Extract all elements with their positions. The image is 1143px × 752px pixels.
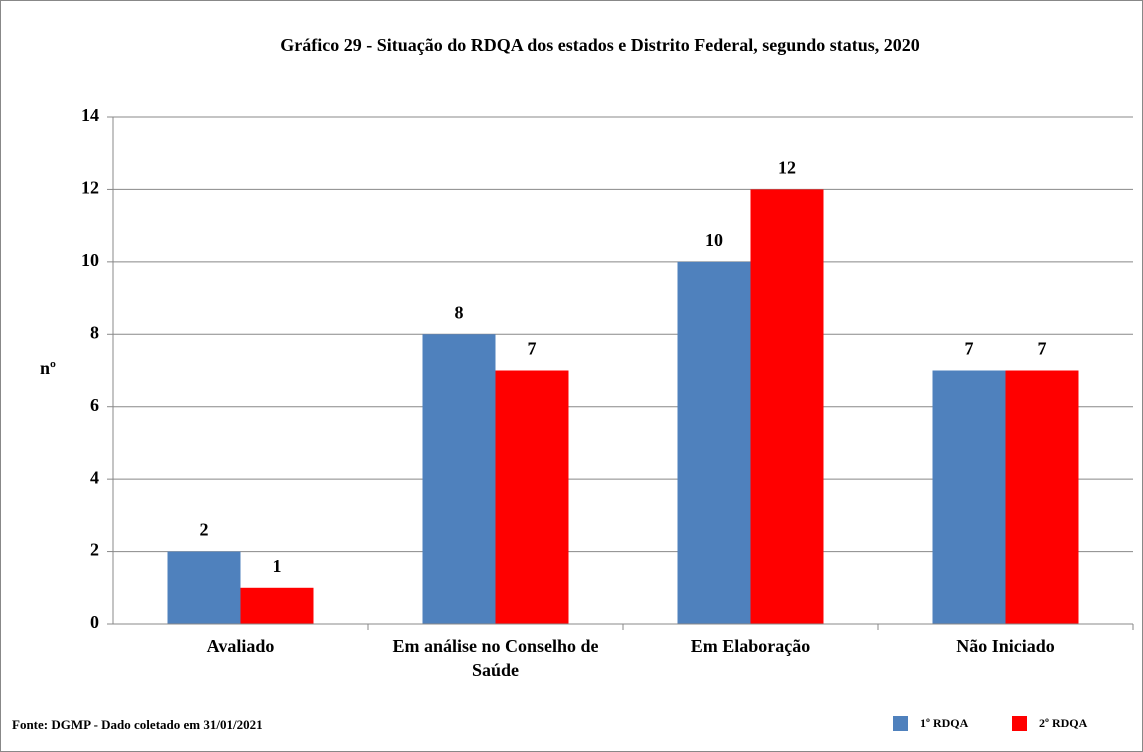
legend-swatch	[893, 716, 908, 731]
y-tick-label: 12	[81, 178, 99, 198]
bar	[167, 551, 241, 624]
data-label: 8	[455, 302, 464, 322]
x-tick-label: Em análise no Conselho de Saúde	[392, 636, 598, 680]
x-tick-label: Não Iniciado	[956, 636, 1055, 656]
y-tick-label: 4	[90, 467, 99, 487]
data-label: 10	[705, 230, 723, 250]
x-tick-label: Em Elaboração	[691, 636, 811, 656]
bar	[750, 189, 824, 624]
bar	[240, 587, 314, 624]
bar	[422, 334, 496, 624]
legend-swatch	[1012, 716, 1027, 731]
y-tick-label: 8	[90, 322, 99, 342]
data-label: 7	[528, 339, 537, 359]
bar	[1005, 370, 1079, 624]
chart-title: Gráfico 29 - Situação do RDQA dos estado…	[280, 35, 920, 55]
legend-label: 1º RDQA	[920, 716, 969, 730]
source-note: Fonte: DGMP - Dado coletado em 31/01/202…	[12, 717, 263, 732]
y-tick-label: 2	[90, 540, 99, 560]
data-label: 2	[200, 520, 209, 540]
y-tick-label: 14	[81, 105, 99, 125]
bar	[932, 370, 1006, 624]
data-label: 7	[965, 339, 974, 359]
y-tick-label: 6	[90, 395, 99, 415]
y-axis-label: nº	[40, 358, 56, 378]
bar	[677, 261, 751, 624]
data-label: 1	[273, 556, 282, 576]
bar	[495, 370, 569, 624]
legend-label: 2º RDQA	[1039, 716, 1088, 730]
data-label: 7	[1038, 339, 1047, 359]
y-tick-label: 10	[81, 250, 99, 270]
data-label: 12	[778, 158, 796, 178]
x-tick-label: Avaliado	[207, 636, 275, 656]
y-tick-label: 0	[90, 612, 99, 632]
